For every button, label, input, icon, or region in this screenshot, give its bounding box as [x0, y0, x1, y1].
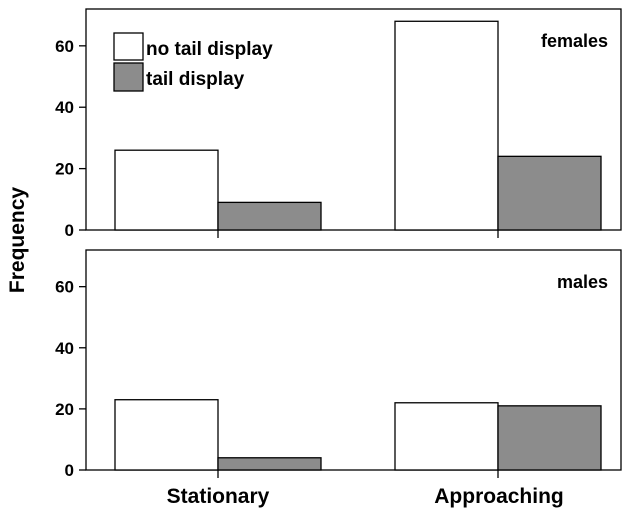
y-tick-label: 60 — [55, 278, 74, 297]
y-tick-label: 0 — [65, 221, 74, 240]
x-category-label-approaching: Approaching — [434, 485, 564, 508]
bar-males-stationary-tail-display — [217, 457, 322, 471]
y-axis-title: Frequency — [6, 187, 29, 294]
legend-label-no-tail-display: no tail display — [146, 39, 273, 60]
panel-frame — [85, 8, 622, 231]
bar-females-stationary-tail-display — [217, 201, 322, 231]
panel-females: 0 20 40 60 females — [55, 8, 622, 240]
y-tick-label: 60 — [55, 37, 74, 56]
bar-females-approaching-tail-display — [497, 155, 602, 231]
legend-label-tail-display: tail display — [146, 69, 245, 90]
legend: no tail display tail display — [113, 32, 273, 92]
y-tick-label: 0 — [65, 461, 74, 480]
bar-males-approaching-tail-display — [497, 405, 602, 471]
legend-swatch-no-tail-display — [113, 32, 144, 61]
legend-swatch-tail-display — [113, 62, 144, 92]
panel-label-males: males — [557, 272, 608, 292]
panel-label-females: females — [541, 31, 608, 51]
panel-males: 0 20 40 60 males — [55, 249, 622, 480]
y-tick-label: 40 — [55, 339, 74, 358]
bar-females-approaching-no-tail-display — [394, 20, 499, 231]
bar-males-stationary-no-tail-display — [114, 399, 219, 471]
x-category-label-stationary: Stationary — [167, 485, 270, 508]
panel-frame — [85, 249, 622, 471]
bar-females-stationary-no-tail-display — [114, 149, 219, 231]
y-tick-label: 20 — [55, 400, 74, 419]
bar-males-approaching-no-tail-display — [394, 402, 499, 471]
y-tick-label: 40 — [55, 98, 74, 117]
y-tick-label: 20 — [55, 160, 74, 179]
